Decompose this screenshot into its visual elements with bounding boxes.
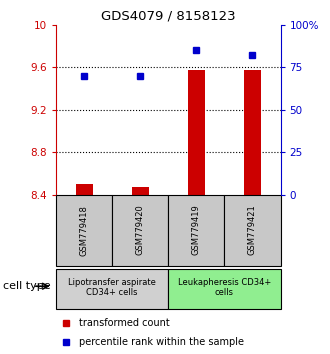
Title: GDS4079 / 8158123: GDS4079 / 8158123	[101, 9, 236, 22]
Bar	[224, 195, 280, 266]
FancyBboxPatch shape	[168, 269, 280, 309]
FancyBboxPatch shape	[56, 269, 168, 309]
Bar	[188, 70, 205, 195]
Bar	[244, 70, 261, 195]
Bar	[112, 195, 168, 266]
Text: percentile rank within the sample: percentile rank within the sample	[79, 337, 244, 347]
Text: GSM779420: GSM779420	[136, 205, 145, 256]
Text: Leukapheresis CD34+
cells: Leukapheresis CD34+ cells	[178, 278, 271, 297]
Text: transformed count: transformed count	[79, 318, 170, 329]
Text: GSM779421: GSM779421	[248, 205, 257, 256]
Bar	[56, 195, 112, 266]
Text: GSM779418: GSM779418	[80, 205, 89, 256]
Text: GSM779419: GSM779419	[192, 205, 201, 256]
Text: cell type: cell type	[3, 281, 51, 291]
Text: Lipotransfer aspirate
CD34+ cells: Lipotransfer aspirate CD34+ cells	[68, 278, 156, 297]
Bar	[132, 187, 149, 195]
Bar	[168, 195, 224, 266]
Bar	[76, 184, 92, 195]
